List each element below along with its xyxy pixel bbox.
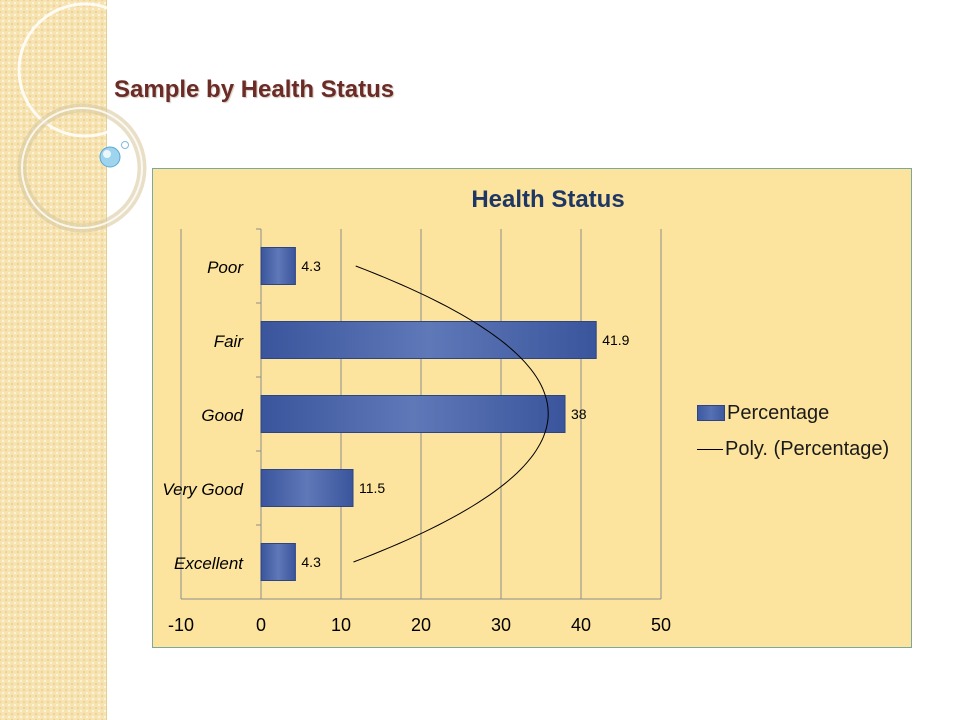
legend-item-trendline: Poly. (Percentage) [697, 431, 889, 467]
deco-bubble-shine [103, 150, 111, 158]
deco-bubble-small [121, 141, 129, 149]
data-label-0: 4.3 [301, 258, 321, 274]
legend-label-percentage: Percentage [727, 401, 830, 424]
slide-title: Sample by Health Status [114, 76, 395, 103]
x-tick-label-0: -10 [168, 615, 194, 635]
data-label-1: 41.9 [602, 332, 629, 348]
x-tick-label-6: 50 [651, 615, 671, 635]
x-tick-label-1: 0 [256, 615, 266, 635]
x-tick-label-4: 30 [491, 615, 511, 635]
data-label-4: 4.3 [301, 554, 321, 570]
bar-fair [260, 321, 597, 359]
decorative-circles [17, 2, 153, 233]
category-label-4: Excellent [174, 554, 244, 573]
legend-line-swatch [697, 448, 723, 450]
bar-chart: Health Status -10 0 10 20 30 40 50 4.3 Poor 41.9 Fa… [162, 186, 671, 635]
legend-item-percentage: Percentage [697, 395, 889, 431]
chart-legend: Percentage Poly. (Percentage) [697, 395, 889, 467]
bar-very-good [260, 469, 354, 507]
category-label-0: Poor [207, 258, 244, 277]
deco-ring-highlight [21, 107, 143, 229]
chart-frame: Health Status -10 0 10 20 30 40 50 4.3 Poor 41.9 Fa… [152, 168, 912, 648]
x-tick-label-2: 10 [331, 615, 351, 635]
deco-circle-large [17, 2, 153, 138]
bar-good [260, 395, 566, 433]
deco-bubble [99, 146, 121, 168]
x-tick-label-5: 40 [571, 615, 591, 635]
x-tick-label-3: 20 [411, 615, 431, 635]
bar-poor [260, 247, 296, 285]
trendline-poly [353, 265, 549, 563]
category-label-3: Very Good [162, 480, 243, 499]
category-label-2: Good [201, 406, 243, 425]
bar-excellent [260, 543, 296, 581]
chart-title: Health Status [471, 186, 624, 213]
legend-label-trendline: Poly. (Percentage) [725, 437, 890, 460]
legend-bar-swatch [697, 405, 725, 421]
data-label-2: 38 [571, 406, 587, 422]
data-label-3: 11.5 [359, 480, 385, 496]
category-label-1: Fair [214, 332, 245, 351]
